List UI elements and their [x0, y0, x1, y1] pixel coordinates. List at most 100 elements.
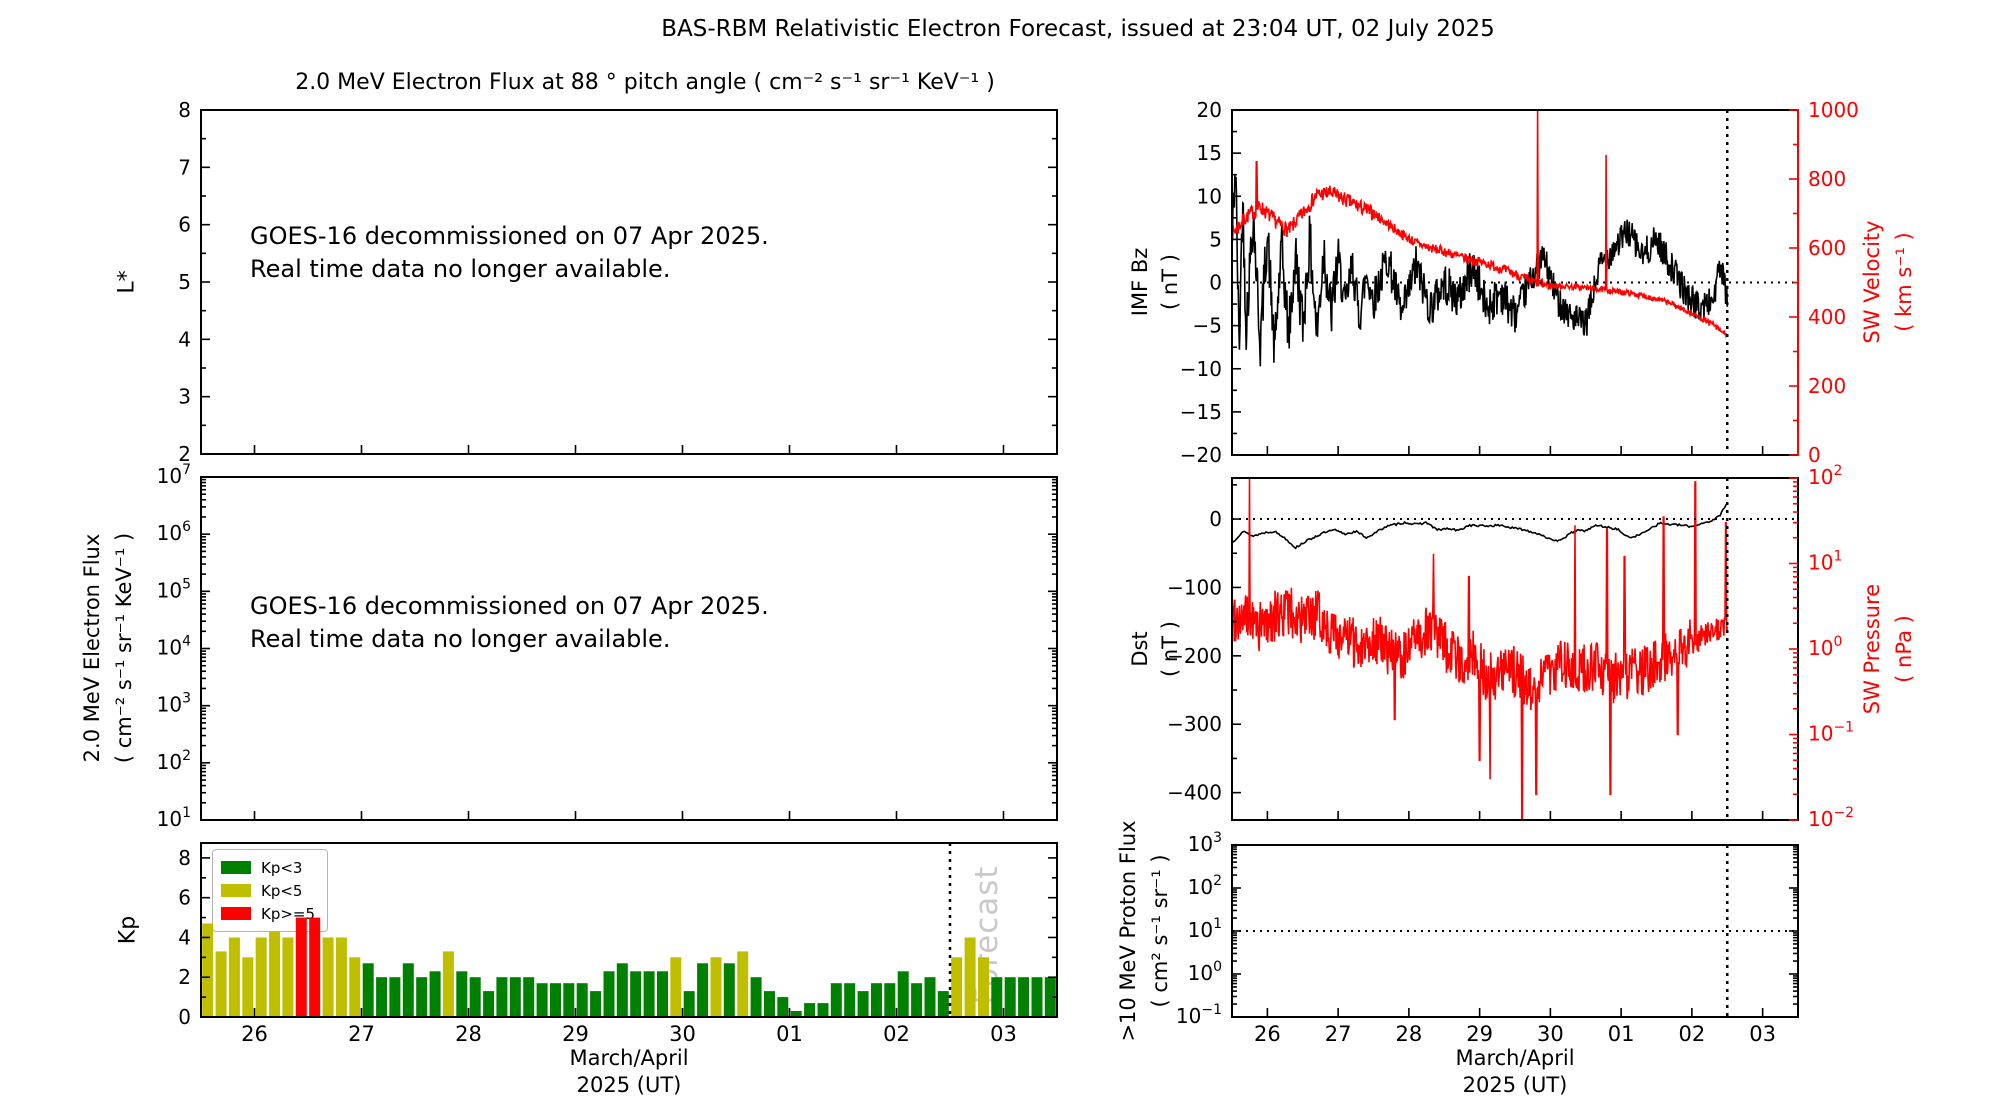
y-tick-label: 101 [1188, 916, 1222, 942]
y-tick-label: 103 [157, 691, 191, 717]
y-tick-label: −300 [1167, 712, 1222, 736]
x-tick-label: 01 [1608, 1022, 1635, 1046]
y-tick-label: 800 [1808, 167, 1846, 191]
x-tick-label: 26 [1254, 1022, 1281, 1046]
kp-bar [978, 957, 989, 1017]
x-tick-label: 01 [776, 1022, 803, 1046]
kp-bar [496, 977, 508, 1017]
kp-bar [723, 963, 735, 1017]
kp-bar [857, 991, 869, 1017]
kp-bar [322, 937, 334, 1017]
kp-bar [777, 997, 789, 1017]
imf-bz-line [1232, 175, 1729, 367]
y-tick-label: 2 [178, 965, 191, 989]
y-tick-label: −15 [1180, 400, 1222, 424]
kp-bar [215, 951, 227, 1017]
kp-bar [630, 971, 642, 1017]
y-tick-label: 10−1 [1808, 720, 1854, 746]
flux-panel-message: GOES-16 decommissioned on 07 Apr 2025. R… [250, 590, 769, 656]
y-tick-label: −400 [1167, 781, 1222, 805]
kp-bar [937, 991, 949, 1017]
y-tick-label: 4 [178, 327, 191, 351]
kp-yellow-swatch-icon [221, 884, 251, 897]
kp-bar [442, 951, 454, 1017]
message-line-2: Real time data no longer available. [250, 255, 671, 283]
message-line-2: Real time data no longer available. [250, 625, 671, 653]
y-tick-label: 20 [1197, 98, 1222, 122]
kp-bar [871, 983, 882, 1017]
left-xaxis-label-line2: 2025 (UT) [576, 1073, 682, 1097]
dst-swp-panel-border [1231, 477, 1799, 821]
figure-title: BAS-RBM Relativistic Electron Forecast, … [661, 16, 1495, 42]
x-tick-label: 30 [669, 1022, 696, 1046]
kp-bar [790, 1011, 802, 1017]
kp-legend: Kp<3 Kp<5 Kp>=5 [212, 849, 329, 932]
right-xaxis-label-line2: 2025 (UT) [1462, 1073, 1568, 1097]
x-tick-label: 30 [1537, 1022, 1564, 1046]
y-tick-label: 100 [1808, 634, 1842, 660]
kp-bar [1004, 977, 1016, 1017]
dst-line [1232, 502, 1728, 550]
y-tick-label: 100 [1188, 959, 1222, 985]
legend-item-kp-lt3: Kp<3 [221, 856, 315, 879]
y-tick-label: −10 [1180, 357, 1222, 381]
y-tick-label: 103 [1188, 830, 1222, 856]
lstar-panel-border [200, 109, 1058, 455]
right-xaxis-label-line1: March/April [1455, 1046, 1575, 1070]
kp-bar [483, 991, 495, 1017]
kp-bar [563, 983, 575, 1017]
kp-bar [335, 937, 347, 1017]
y-tick-label: 200 [1808, 374, 1846, 398]
y-tick-label: −5 [1193, 314, 1222, 338]
y-tick-label: 0 [1209, 271, 1222, 295]
y-tick-label: 0 [1209, 507, 1222, 531]
sw-pressure-line [1232, 478, 1729, 820]
kp-bar [750, 977, 762, 1017]
left-xaxis-label-line1: March/April [569, 1046, 689, 1070]
y-tick-label: 101 [157, 805, 191, 831]
electron-flux-panel-title: 2.0 MeV Electron Flux at 88 ° pitch angl… [295, 70, 995, 95]
kp-bar [643, 971, 655, 1017]
y-tick-label: 600 [1808, 236, 1846, 260]
y-tick-label: 0 [178, 1005, 191, 1029]
kp-bar [657, 971, 668, 1017]
y-tick-label: 101 [1808, 549, 1842, 575]
y-tick-label: 400 [1808, 305, 1846, 329]
kp-bar [951, 957, 963, 1017]
kp-bar [710, 957, 722, 1017]
kp-bar [897, 971, 909, 1017]
kp-bar [202, 923, 214, 1017]
x-tick-label: 29 [562, 1022, 589, 1046]
kp-bar [550, 983, 561, 1017]
x-tick-label: 02 [883, 1022, 910, 1046]
x-tick-label: 28 [455, 1022, 482, 1046]
x-tick-label: 03 [990, 1022, 1017, 1046]
message-line-1: GOES-16 decommissioned on 07 Apr 2025. [250, 222, 769, 250]
kp-bar [469, 977, 481, 1017]
y-tick-label: −20 [1180, 443, 1222, 467]
y-tick-label: −100 [1167, 575, 1222, 599]
y-tick-label: 5 [1209, 227, 1222, 251]
legend-item-kp-lt5: Kp<5 [221, 879, 315, 902]
kp-bar [362, 963, 374, 1017]
kp-bar [844, 983, 856, 1017]
y-tick-label: 10 [1197, 184, 1222, 208]
kp-bar [991, 977, 1003, 1017]
kp-bar [376, 977, 388, 1017]
y-tick-label: 106 [157, 519, 191, 545]
x-tick-label: 27 [1325, 1022, 1352, 1046]
kp-bar [964, 937, 976, 1017]
y-tick-label: 6 [178, 213, 191, 237]
kp-bar [683, 991, 695, 1017]
kp-bar [349, 957, 361, 1017]
kp-bar [242, 957, 254, 1017]
y-tick-label: 8 [178, 846, 191, 870]
kp-bar [576, 983, 588, 1017]
kp-bar [911, 983, 923, 1017]
electron-flux-panel-border [200, 476, 1058, 821]
y-tick-label: 10−2 [1808, 805, 1854, 831]
message-line-1: GOES-16 decommissioned on 07 Apr 2025. [250, 592, 769, 620]
y-tick-label: 10−1 [1176, 1002, 1222, 1028]
